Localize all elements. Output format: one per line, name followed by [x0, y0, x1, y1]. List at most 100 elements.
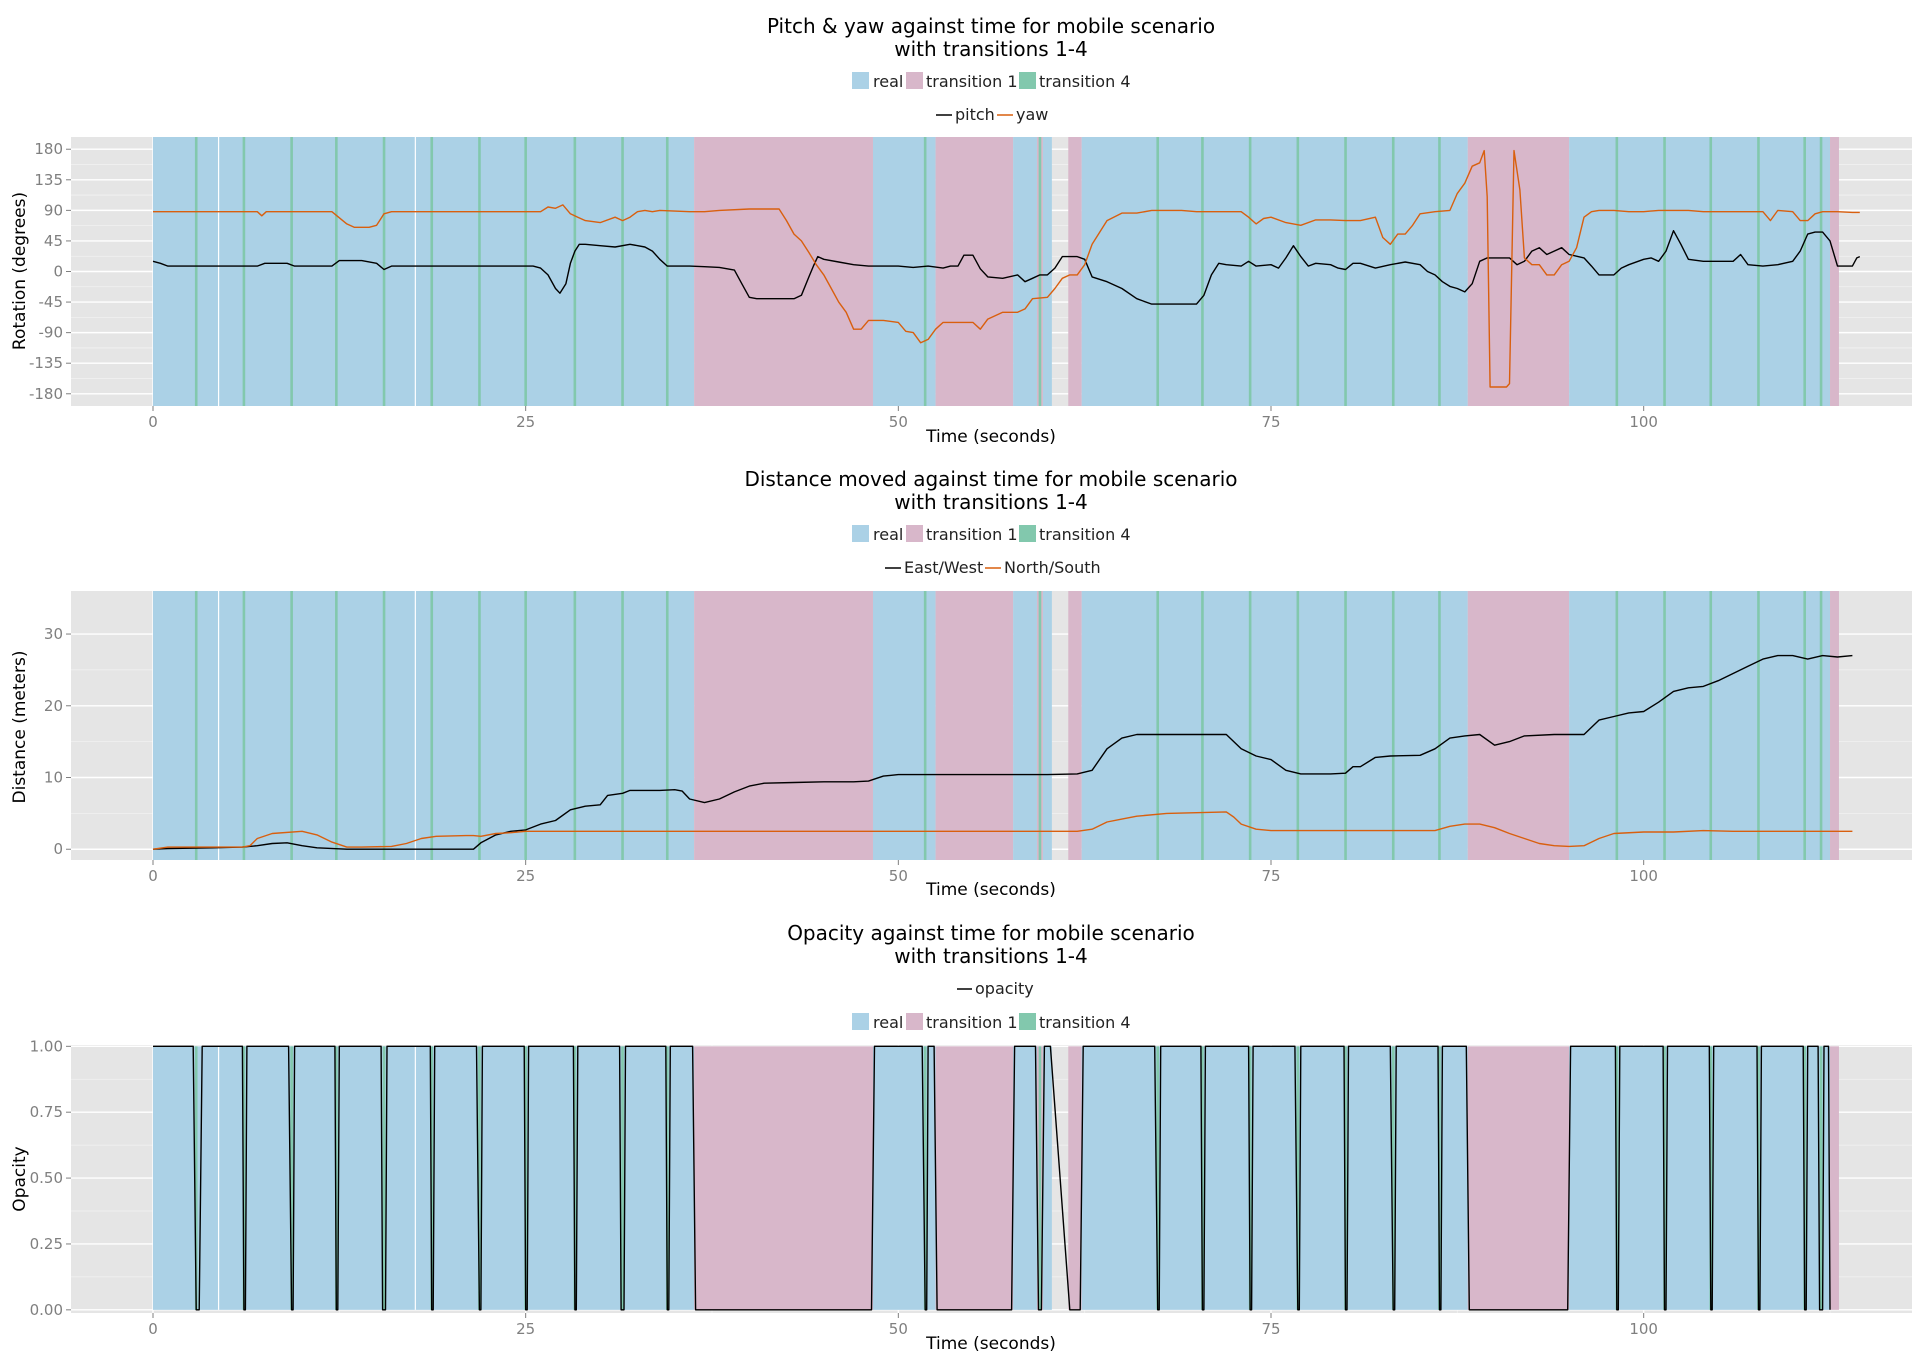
legend-real-label: real	[873, 72, 903, 91]
band-transition-4	[1391, 137, 1395, 406]
band-transition-4	[1709, 591, 1713, 860]
band-real	[1042, 591, 1052, 860]
band-transition-4	[1803, 1046, 1806, 1310]
chart-3-y-axis: 1.00 0.75 0.50 0.25 0.00	[30, 1037, 71, 1319]
band-transition-4	[1248, 137, 1252, 406]
y-tick-label: 90	[44, 201, 63, 219]
legend-real-swatch	[852, 1013, 869, 1030]
band-transition-4	[621, 137, 624, 406]
band-transition-4	[1663, 1046, 1666, 1310]
band-transition-4	[1038, 137, 1042, 406]
y-tick-label: -90	[39, 324, 64, 342]
band-transition-4	[1803, 591, 1806, 860]
y-tick-label: 0.75	[30, 1103, 63, 1121]
band-real	[1042, 1046, 1052, 1310]
band-transition-1	[1830, 137, 1839, 406]
band-transition-4	[478, 1046, 481, 1310]
band-transition-4	[1296, 1046, 1300, 1310]
band-transition-4	[194, 591, 198, 860]
chart-3-y-axis-title: Opacity	[10, 1146, 30, 1211]
chart-2-y-axis: 0 10 20 30	[44, 625, 71, 858]
band-transition-4	[665, 137, 669, 406]
band-transition-4	[242, 137, 246, 406]
band-transition-4	[242, 1046, 246, 1310]
chart-2-title-line-2: with transitions 1-4	[894, 490, 1088, 514]
band-transition-4	[1663, 591, 1666, 860]
band-transition-4	[1709, 1046, 1713, 1310]
band-real	[1569, 591, 1831, 860]
band-transition-4	[1344, 1046, 1347, 1310]
band-transition-4	[665, 1046, 669, 1310]
legend-transition-1-swatch	[906, 525, 923, 542]
band-transition-4	[382, 591, 386, 860]
legend-north-south-label: North/South	[1004, 558, 1101, 577]
chart-1: Pitch & yaw against time for mobile scen…	[10, 14, 1912, 447]
band-transition-4	[1344, 591, 1347, 860]
band-transition-4	[1201, 137, 1204, 406]
band-transition-1	[1467, 1046, 1570, 1310]
legend-real-swatch	[852, 72, 869, 89]
chart-1-x-axis-title: Time (seconds)	[925, 427, 1056, 447]
band-transition-4	[1391, 1046, 1395, 1310]
legend-transition-4-swatch	[1019, 72, 1036, 89]
chart-3-plot-area	[71, 1045, 1912, 1313]
band-transition-4	[1201, 1046, 1204, 1310]
legend-transition-1-swatch	[906, 1013, 923, 1030]
band-transition-4	[1438, 137, 1441, 406]
band-transition-4	[194, 1046, 198, 1310]
chart-2-x-axis: 0 25 50 75 100	[148, 860, 1658, 885]
band-real	[152, 1046, 695, 1310]
band-transition-4	[1344, 137, 1347, 406]
band-transition-4	[1296, 137, 1300, 406]
legend-transition-4-swatch	[1019, 525, 1036, 542]
band-transition-4	[621, 591, 624, 860]
y-tick-label: 0.25	[30, 1235, 63, 1253]
x-tick-label: 100	[1629, 1320, 1658, 1338]
x-tick-label: 75	[1261, 1320, 1280, 1338]
legend-transition-1-label: transition 1	[926, 72, 1018, 91]
band-transition-4	[382, 137, 386, 406]
band-transition-4	[665, 591, 669, 860]
band-transition-1	[1068, 1046, 1082, 1310]
band-transition-4	[573, 137, 577, 406]
x-tick-label: 50	[889, 413, 908, 431]
band-transition-4	[1391, 591, 1395, 860]
band-transition-4	[1038, 591, 1042, 860]
band-transition-1	[1830, 1046, 1839, 1310]
band-transition-4	[524, 137, 527, 406]
band-real	[1569, 137, 1831, 406]
chart-1-plot-area	[71, 137, 1912, 406]
band-transition-4	[1156, 137, 1160, 406]
legend-transition-1-label: transition 1	[926, 525, 1018, 544]
band-transition-4	[290, 591, 293, 860]
band-real	[1042, 137, 1052, 406]
band-transition-4	[573, 1046, 577, 1310]
band-transition-4	[1757, 137, 1760, 406]
legend-transition-1-swatch	[906, 72, 923, 89]
band-real	[152, 591, 695, 860]
band-real	[1569, 1046, 1831, 1310]
band-transition-4	[1248, 591, 1252, 860]
band-transition-4	[1296, 591, 1300, 860]
band-transition-4	[430, 137, 434, 406]
legend-transition-4-label: transition 4	[1039, 72, 1131, 91]
legend-transition-4-label: transition 4	[1039, 525, 1131, 544]
series-north-south-line	[152, 811, 1853, 850]
band-transition-4	[923, 137, 927, 406]
band-transition-1	[1068, 591, 1082, 860]
y-tick-label: 20	[44, 697, 63, 715]
band-transition-4	[1248, 1046, 1252, 1310]
chart-3-series-legend: opacity	[957, 979, 1034, 998]
legend-real-label: real	[873, 1013, 903, 1032]
chart-1-x-axis: 0 25 50 75 100	[148, 406, 1658, 431]
band-transition-4	[1663, 137, 1666, 406]
band-transition-4	[1615, 591, 1619, 860]
band-real	[1013, 137, 1037, 406]
band-transition-4	[335, 1046, 338, 1310]
chart-2-plot-area	[71, 591, 1912, 860]
series-yaw-line	[153, 149, 1860, 388]
legend-real-swatch	[852, 525, 869, 542]
x-tick-label: 50	[889, 1320, 908, 1338]
band-transition-4	[573, 591, 577, 860]
chart-1-y-axis: 180 135 90 45 0 -45 -90 -135 -180	[29, 140, 71, 403]
